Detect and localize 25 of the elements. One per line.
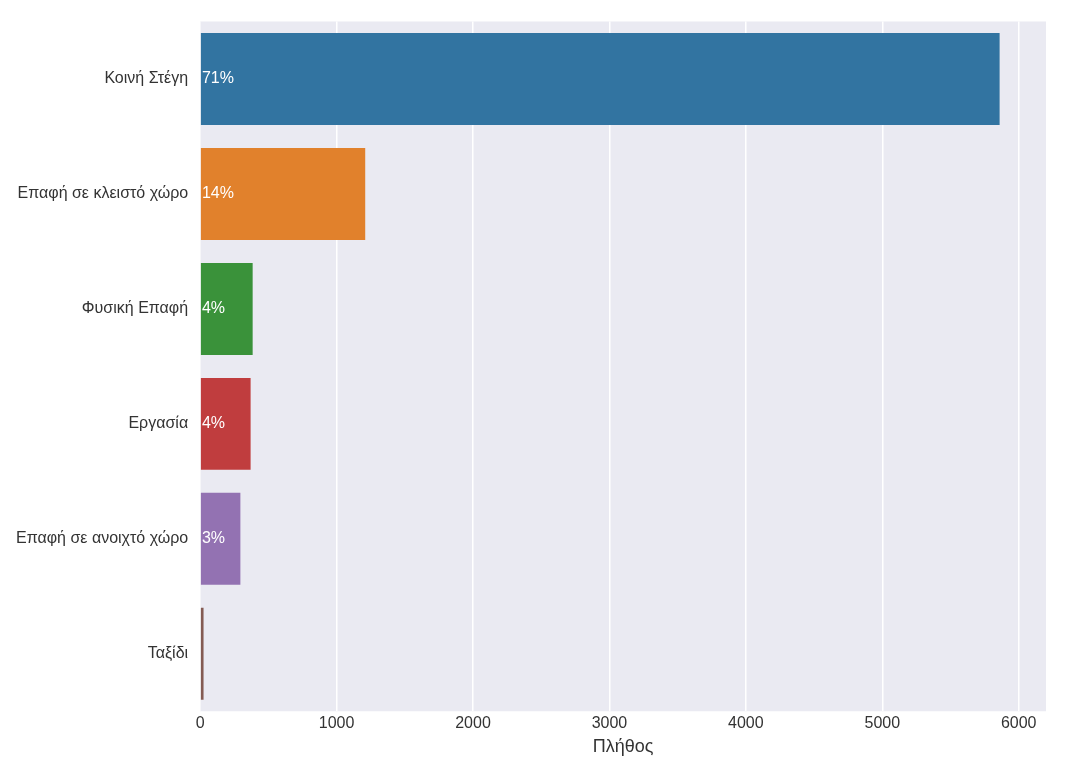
y-tick-label: Επαφή σε κλειστό χώρο: [17, 184, 189, 202]
bar: [200, 262, 253, 355]
bar: [200, 377, 251, 470]
annotation: 3%: [201, 529, 226, 547]
x-tick-label: 4000: [728, 714, 764, 732]
bar: [200, 33, 1000, 126]
y-tick-label: Εργασία: [128, 414, 189, 432]
bar: [200, 148, 366, 240]
x-tick-label: 2000: [455, 714, 491, 732]
x-tick-label: 6000: [1000, 714, 1037, 732]
x-tick-label: 1000: [318, 714, 355, 732]
bar: [200, 492, 241, 585]
x-axis-title: Πλήθος: [592, 736, 654, 757]
y-tick-label: Ταξίδι: [147, 644, 189, 663]
y-tick-label: Επαφή σε ανοιχτό χώρο: [15, 529, 189, 547]
x-tick-label: 5000: [864, 714, 901, 732]
annotation: 4%: [201, 414, 226, 432]
annotation: 4%: [201, 299, 226, 317]
bar: [200, 607, 204, 700]
annotation: 71%: [201, 69, 234, 87]
x-tick-label: 3000: [591, 714, 628, 732]
y-tick-label: Φυσική Επαφή: [81, 299, 189, 317]
annotation: 14%: [201, 184, 234, 202]
x-tick-label: 0: [195, 714, 205, 732]
y-tick-label: Κοινή Στέγη: [104, 69, 189, 87]
